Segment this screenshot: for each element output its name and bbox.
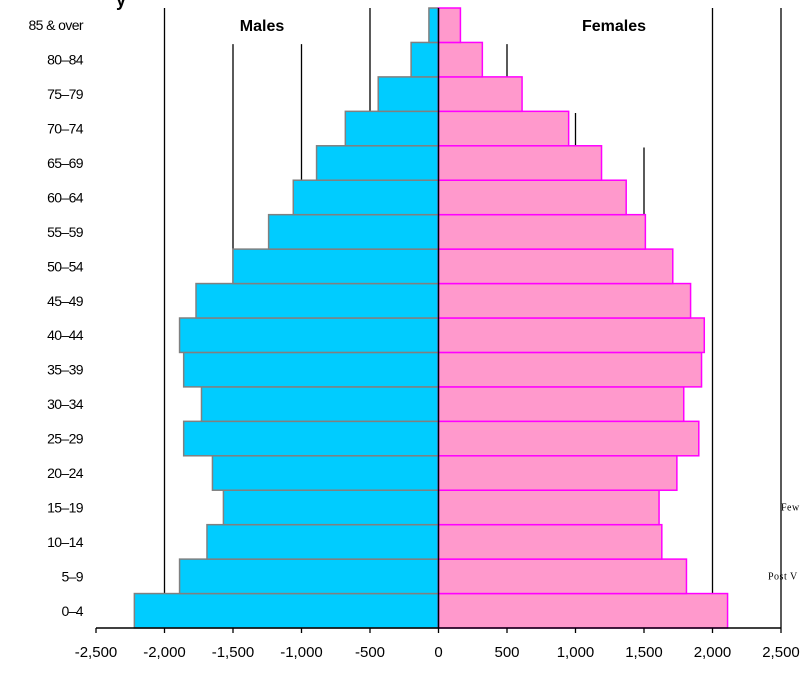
females-bar xyxy=(437,76,523,113)
males-bar xyxy=(182,351,440,388)
males-bar xyxy=(428,7,440,44)
males-bar xyxy=(200,386,440,423)
females-bar xyxy=(437,592,729,629)
males-bar xyxy=(292,179,440,216)
males-bar xyxy=(195,282,440,319)
males-bar xyxy=(178,317,440,354)
males-bar xyxy=(211,455,440,491)
females-bar xyxy=(437,282,692,319)
x-tick-label: 1,000 xyxy=(557,644,595,661)
age-group-label: 85 & over xyxy=(28,17,83,33)
males-bar xyxy=(222,489,440,526)
males-bar xyxy=(182,420,440,457)
age-group-label: 55–59 xyxy=(47,224,84,240)
males-bar xyxy=(178,558,440,595)
age-group-label: 50–54 xyxy=(47,258,84,274)
females-bar xyxy=(437,523,663,560)
labels: y Males Females 0–4 5–9 10–14 15–19 20–24 25–… xyxy=(28,0,800,619)
axes: -2,500 -2,000 -1,500 -1,000 -500 0 500 1,000 1,5… xyxy=(75,8,800,661)
age-group-label: 0–4 xyxy=(61,603,83,619)
females-bar xyxy=(437,317,706,354)
age-group-label: 70–74 xyxy=(47,121,84,137)
females-bar xyxy=(437,7,462,44)
females-bar xyxy=(437,489,660,526)
x-tick-label: -500 xyxy=(355,644,385,661)
males-bar xyxy=(315,145,440,181)
annotation-text: Few xyxy=(781,502,800,513)
males-label: Males xyxy=(240,18,285,35)
males-bar xyxy=(410,41,440,78)
age-group-label: 60–64 xyxy=(47,189,84,205)
x-tick-label: -2,500 xyxy=(75,644,118,661)
x-tick-label: -1,500 xyxy=(212,644,255,661)
females-bar xyxy=(437,386,685,423)
females-bar xyxy=(437,213,647,250)
x-tick-label: 1,500 xyxy=(625,644,663,661)
x-tick-label: -2,000 xyxy=(143,644,186,661)
males-bar xyxy=(377,76,440,113)
age-group-label: 10–14 xyxy=(47,534,84,550)
age-group-label: 75–79 xyxy=(47,86,84,102)
x-tick-label: -1,000 xyxy=(280,644,323,661)
x-tick-label: 2,000 xyxy=(694,644,732,661)
age-group-label: 25–29 xyxy=(47,431,84,447)
age-group-label: 15–19 xyxy=(47,499,84,515)
females-bar xyxy=(437,110,570,147)
age-group-label: 65–69 xyxy=(47,155,84,171)
females-bar xyxy=(437,420,700,457)
age-group-label: 45–49 xyxy=(47,293,84,309)
age-group-label: 40–44 xyxy=(47,327,84,343)
males-bar xyxy=(232,248,440,285)
age-group-label: 30–34 xyxy=(47,396,84,412)
age-group-label: 35–39 xyxy=(47,362,84,378)
age-group-label: 5–9 xyxy=(61,568,83,584)
age-group-label: 20–24 xyxy=(47,465,84,481)
age-group-label: 80–84 xyxy=(47,52,84,68)
bars xyxy=(133,7,729,629)
chart-title-fragment: y xyxy=(116,0,126,10)
males-bar xyxy=(206,523,440,560)
x-tick-label: 0 xyxy=(434,644,442,661)
x-tick-label: 2,500 xyxy=(762,644,800,661)
x-tick-label: 500 xyxy=(494,644,519,661)
females-bar xyxy=(437,41,484,78)
females-bar xyxy=(437,179,627,216)
females-bar xyxy=(437,351,703,388)
males-bar xyxy=(344,110,440,147)
females-bar xyxy=(437,248,674,285)
males-bar xyxy=(267,213,440,250)
females-bar xyxy=(437,455,678,491)
females-bar xyxy=(437,145,603,181)
females-bar xyxy=(437,558,688,595)
females-label: Females xyxy=(582,18,646,35)
annotation-text: Post V xyxy=(768,571,798,582)
males-bar xyxy=(133,592,440,629)
